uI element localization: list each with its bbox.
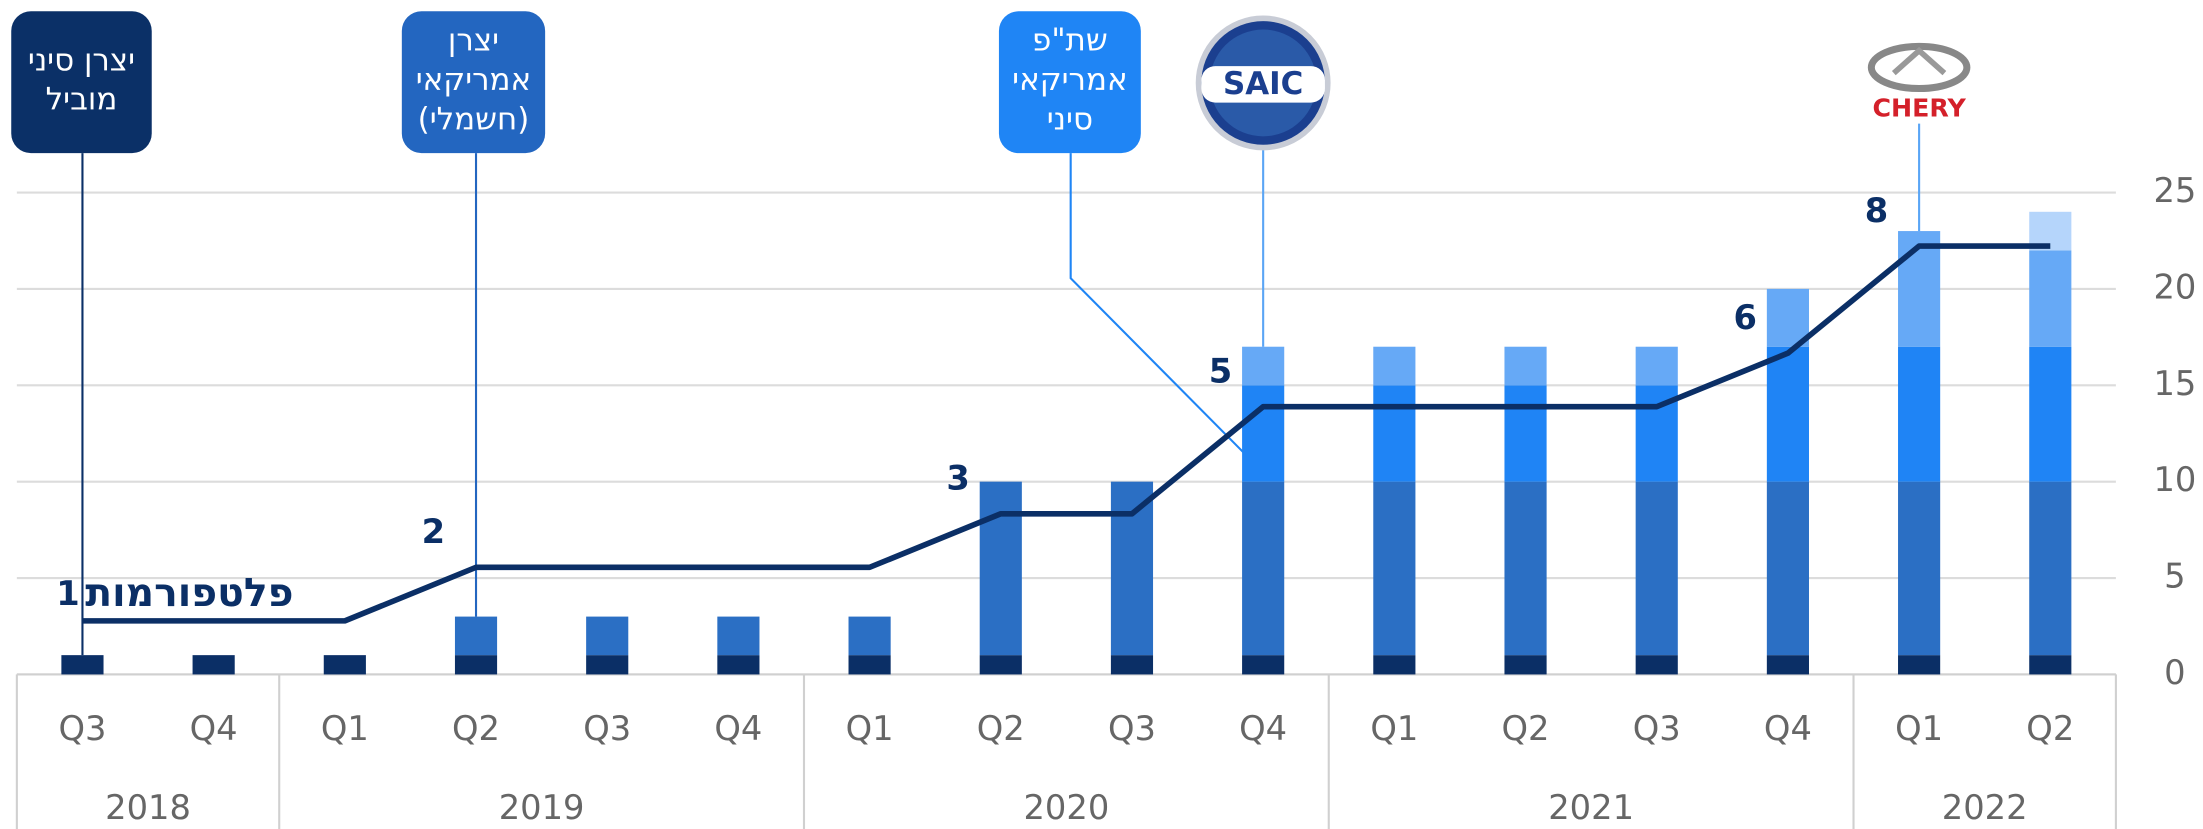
x-tick-label: Q1 [321, 709, 369, 748]
bar-segment [1635, 655, 1678, 675]
x-tick-label: Q3 [583, 709, 631, 748]
callout-text: מוביל [46, 82, 118, 118]
bar-segment [1766, 288, 1809, 347]
bar-segment [2029, 346, 2072, 482]
callout-text: שת"פ [1032, 23, 1108, 59]
bar-segment [61, 655, 104, 675]
bar-segment [848, 616, 891, 656]
bar-segment [1766, 655, 1809, 675]
bar-segment [717, 616, 760, 656]
x-tick-label: Q2 [1502, 709, 1550, 748]
year-label: 2021 [1548, 788, 1634, 827]
y-tick-label: 0 [2164, 653, 2185, 692]
bar-segment [1242, 481, 1285, 656]
bar-segment [1504, 481, 1547, 656]
bar-segment [1110, 655, 1154, 675]
bar-segment [1373, 385, 1416, 482]
bar-segment [1242, 385, 1285, 482]
bar-segment [1373, 655, 1416, 675]
data-label: 5 [1209, 351, 1232, 390]
bar-segment [1635, 346, 1678, 386]
x-tick-label: Q3 [58, 709, 106, 748]
data-label: 8 [1865, 191, 1888, 230]
bar-segment [2029, 481, 2072, 656]
y-tick-label: 15 [2153, 364, 2196, 403]
year-label: 2020 [1023, 788, 1109, 827]
callout-box [998, 11, 1141, 154]
bar-segment [1504, 655, 1547, 675]
y-tick-label: 25 [2153, 171, 2196, 210]
x-tick-label: Q2 [452, 709, 500, 748]
x-tick-label: Q4 [1239, 709, 1287, 748]
year-label: 2019 [499, 788, 585, 827]
bar-segment [1898, 231, 1941, 347]
bar-segment [454, 655, 498, 675]
data-label: 1 [56, 574, 79, 613]
bar-segment [1504, 346, 1547, 386]
x-tick-label: Q4 [1764, 709, 1812, 748]
bar-segment [979, 655, 1022, 675]
bar-segment [1242, 655, 1285, 675]
data-label: 2 [422, 512, 445, 551]
y-tick-label: 10 [2153, 460, 2196, 499]
callout-box [401, 11, 546, 154]
bar-segment [1766, 346, 1809, 482]
logo-text: SAIC [1223, 66, 1303, 102]
x-tick-label: Q2 [977, 709, 1025, 748]
x-tick-label: Q3 [1633, 709, 1681, 748]
logo [1891, 46, 1947, 76]
bar-segment [717, 655, 760, 675]
bar-segment [1766, 481, 1809, 656]
bar-segment [192, 655, 235, 675]
bar-segment [1635, 481, 1678, 656]
callout-text: סיני [1047, 101, 1093, 137]
x-tick-label: Q1 [1895, 709, 1943, 748]
logo-text: CHERY [1872, 94, 1966, 123]
logo [1867, 42, 1971, 93]
bar-segment [2029, 250, 2072, 347]
bar-segment [586, 616, 629, 656]
leader [1069, 153, 1245, 454]
x-tick-label: Q4 [190, 709, 238, 748]
callout-text: (חשמלי) [418, 101, 530, 137]
y-tick-label: 5 [2164, 557, 2185, 596]
bar-segment [979, 481, 1022, 656]
x-tick-label: Q4 [714, 709, 762, 748]
callout-box [11, 11, 152, 154]
x-tick-label: Q2 [2026, 709, 2074, 748]
annotation: פלטפורמות [85, 570, 293, 616]
callout-text: אמריקאי [416, 62, 531, 98]
x-tick-label: Q3 [1108, 709, 1156, 748]
x-tick-label: Q1 [846, 709, 894, 748]
bar-segment [586, 655, 629, 675]
bar-segment [323, 655, 366, 675]
bar-segment [1110, 481, 1154, 656]
bar-segment [1898, 481, 1941, 656]
year-label: 2022 [1942, 788, 2028, 827]
bar-segment [2029, 655, 2072, 675]
bar-segment [848, 655, 891, 675]
data-label: 3 [946, 459, 969, 498]
bar-segment [1373, 481, 1416, 656]
y-tick-label: 20 [2153, 267, 2196, 306]
year-label: 2018 [105, 788, 191, 827]
data-label: 6 [1734, 298, 1757, 337]
bar-segment [454, 616, 498, 656]
x-tick-label: Q1 [1370, 709, 1418, 748]
bar-segment [1898, 346, 1941, 482]
callout-text: אמריקאי [1012, 62, 1127, 98]
callout-text: יצרן [448, 23, 499, 59]
bar-segment [1373, 346, 1416, 386]
line [82, 243, 2051, 624]
bar-segment [1898, 655, 1941, 675]
callout-text: יצרן סיני [28, 42, 135, 78]
logo [1201, 66, 1325, 103]
bar-segment [1242, 346, 1285, 386]
bar-segment [1504, 385, 1547, 482]
